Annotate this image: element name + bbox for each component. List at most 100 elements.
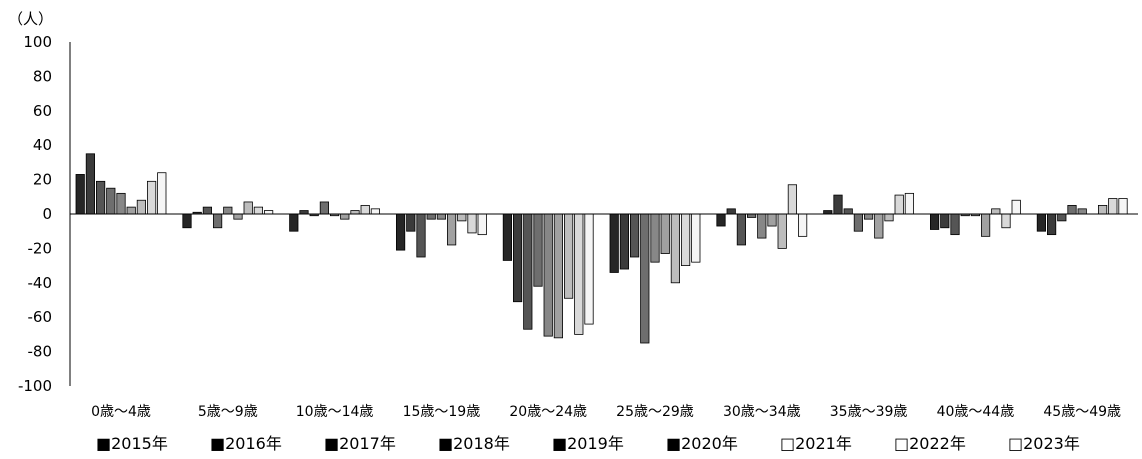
legend-entry: ■2015年 [96, 434, 168, 453]
bar [136, 199, 146, 215]
bar [1108, 198, 1118, 215]
x-tick-label: 0歳～4歳 [91, 404, 151, 420]
bar [340, 213, 350, 220]
bar [1036, 213, 1046, 232]
bar [467, 213, 477, 234]
bar [370, 208, 381, 215]
x-tick-label: 45歳～49歳 [1043, 404, 1121, 420]
legend-entry: ■2020年 [666, 434, 738, 453]
bar [253, 206, 263, 215]
bar [630, 213, 640, 258]
x-tick-label: 20歳～24歳 [509, 404, 587, 420]
bar [146, 180, 157, 215]
legend-entry: ■2018年 [438, 434, 510, 453]
bar [319, 201, 330, 215]
x-tick-label: 10歳～14歳 [296, 404, 374, 420]
bar [843, 208, 853, 215]
bar [991, 208, 1001, 215]
y-tick-label: -100 [18, 377, 52, 395]
bar [406, 213, 416, 232]
legend-entry: ■2017年 [324, 434, 396, 453]
bar [757, 213, 767, 239]
y-tick-label: 80 [33, 67, 52, 85]
bar [223, 206, 233, 215]
bar [1098, 204, 1108, 215]
bar [650, 213, 660, 263]
bar [85, 153, 95, 215]
bar [360, 204, 370, 215]
bar [1057, 213, 1067, 222]
x-axis-category-labels: 0歳～4歳 5歳～9歳 10歳～14歳 15歳～19歳 20歳～24歳 25歳～29歳 30… [91, 404, 1121, 420]
bar [416, 213, 426, 258]
bar [981, 213, 991, 237]
bar [96, 180, 106, 215]
bar [660, 213, 670, 254]
bar [426, 213, 436, 220]
bar [564, 213, 574, 299]
bar [1118, 198, 1128, 215]
bar [894, 194, 904, 215]
y-tick-label: -20 [28, 239, 53, 257]
bar [299, 210, 309, 215]
bar [853, 213, 864, 232]
bar [202, 206, 212, 215]
bar [1047, 213, 1057, 236]
bar [640, 213, 650, 344]
legend-entry: ■2016年 [210, 434, 282, 453]
bar [787, 184, 798, 215]
bar [126, 206, 136, 215]
y-tick-label: 60 [33, 102, 52, 120]
x-tick-label: 15歳～19歳 [403, 404, 481, 420]
bar [1011, 199, 1021, 215]
bar [777, 213, 787, 249]
x-tick-label: 5歳～9歳 [198, 404, 258, 420]
x-tick-label: 35歳～39歳 [830, 404, 908, 420]
bar [243, 201, 253, 215]
y-tick-label: -40 [28, 274, 53, 292]
bar [533, 213, 543, 287]
bar [691, 213, 701, 263]
legend-entry: □2022年 [894, 434, 966, 453]
bars [75, 153, 1128, 344]
legend-entry: □2023年 [1008, 434, 1080, 453]
bar [75, 174, 85, 215]
bar [940, 213, 950, 229]
bar [1001, 213, 1011, 229]
x-tick-label: 40歳～44歳 [937, 404, 1015, 420]
x-tick-label: 25歳～29歳 [616, 404, 694, 420]
bar [726, 208, 736, 215]
bar [502, 213, 513, 261]
bar [716, 213, 726, 227]
bar [116, 192, 126, 215]
bar [670, 213, 681, 284]
bar [446, 213, 457, 246]
bar [157, 172, 167, 215]
y-tick-label: 40 [33, 136, 52, 154]
y-tick-label: -80 [28, 343, 53, 361]
bar [233, 213, 243, 220]
bar [263, 210, 274, 215]
bar [212, 213, 223, 229]
bar [904, 192, 915, 215]
bar [436, 213, 447, 220]
bar [950, 213, 960, 236]
bar [884, 213, 894, 222]
bar [619, 213, 630, 270]
bar [523, 213, 533, 330]
y-axis-ticks: 100 80 60 40 20 0 -20 -40 -60 -80 -100 [18, 33, 52, 395]
legend: ■2015年 ■2016年 ■2017年 ■2018年 ■2019年 ■2020年 □202… [96, 434, 1080, 453]
y-tick-label: 20 [33, 171, 52, 189]
bar [864, 213, 874, 220]
bar [477, 213, 487, 236]
bar [1077, 208, 1087, 215]
y-tick-label: -60 [28, 308, 53, 326]
y-unit-label: （人） [8, 10, 53, 28]
y-tick-label: 100 [23, 33, 52, 51]
bar [767, 213, 777, 227]
bar [574, 213, 584, 335]
bar [747, 213, 757, 218]
x-tick-label: 30歳～34歳 [723, 404, 801, 420]
bar [823, 210, 833, 215]
bar [798, 213, 808, 237]
